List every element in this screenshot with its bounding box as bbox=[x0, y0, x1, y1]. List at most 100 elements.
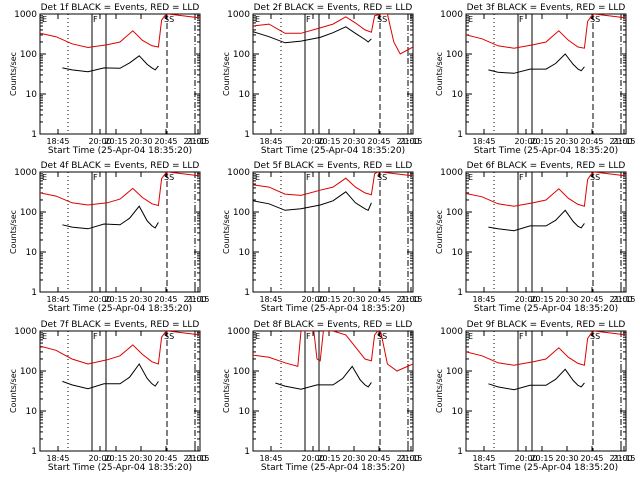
x-tick-label: 20:15 bbox=[317, 454, 340, 463]
lld-series-line bbox=[466, 172, 626, 207]
y-tick-label: 100 bbox=[233, 208, 250, 218]
marker-label-ss: SS bbox=[590, 15, 600, 24]
x-tick-label: 20:15 bbox=[317, 137, 340, 146]
marker-label-e: E bbox=[468, 173, 473, 182]
y-tick-label: 1000 bbox=[227, 327, 250, 337]
chart-panel: Det 7f BLACK = Events, RED = LLD 1 10 100 10… bbox=[9, 320, 210, 473]
x-tick-label: 18:45 bbox=[472, 295, 495, 304]
x-tick-label: 20:15 bbox=[530, 137, 553, 146]
x-axis-label: Start Time (25-Apr-04 18:35:20) bbox=[48, 304, 192, 314]
x-tick-label: 21:15 bbox=[612, 454, 635, 463]
y-tick-label: 1000 bbox=[227, 10, 250, 20]
x-tick-label: 18:45 bbox=[472, 454, 495, 463]
marker-label-f: F bbox=[306, 332, 311, 341]
y-tick-label: 1 bbox=[457, 447, 463, 457]
x-tick-label: 20:45 bbox=[580, 137, 603, 146]
chart-panel: Det 3f BLACK = Events, RED = LLD 1 10 100 10… bbox=[435, 3, 636, 156]
x-tick-label: 21:15 bbox=[399, 295, 422, 304]
y-axis-label: Counts/sec bbox=[9, 52, 18, 96]
x-tick-label: 21:15 bbox=[186, 295, 209, 304]
marker-label-f: F bbox=[93, 173, 98, 182]
y-tick-label: 1 bbox=[244, 447, 250, 457]
marker-label-ss: SS bbox=[590, 173, 600, 182]
x-tick-label: 20:15 bbox=[530, 295, 553, 304]
x-tick-label: 18:45 bbox=[472, 137, 495, 146]
plot-frame bbox=[465, 330, 627, 452]
x-tick-label: 21:00 bbox=[183, 137, 206, 146]
chart-title: Det 8f BLACK = Events, RED = LLD bbox=[254, 320, 413, 330]
x-tick-label: 20:30 bbox=[555, 454, 578, 463]
x-tick-label: 20:30 bbox=[129, 295, 152, 304]
y-tick-label: 100 bbox=[20, 208, 37, 218]
y-axis-label: Counts/sec bbox=[222, 369, 231, 413]
marker-label-e: E bbox=[42, 332, 47, 341]
marker-label-f: F bbox=[93, 332, 98, 341]
lld-series-line bbox=[253, 172, 413, 196]
y-axis-label: Counts/sec bbox=[435, 210, 444, 254]
y-tick-label: 100 bbox=[20, 367, 37, 377]
y-tick-label: 10 bbox=[26, 90, 38, 100]
marker-label-e: E bbox=[255, 332, 260, 341]
x-axis-label: Start Time (25-Apr-04 18:35:20) bbox=[48, 463, 192, 473]
x-tick-label: 20:45 bbox=[367, 295, 390, 304]
x-tick-label: 20:45 bbox=[367, 454, 390, 463]
marker-label-ss: SS bbox=[164, 15, 174, 24]
x-tick-label: 20:30 bbox=[555, 137, 578, 146]
y-tick-label: 100 bbox=[233, 50, 250, 60]
x-tick-label: 21:00 bbox=[396, 137, 419, 146]
x-tick-label: 20:15 bbox=[530, 454, 553, 463]
x-tick-label: 20:00 bbox=[301, 454, 324, 463]
x-tick-label: 21:15 bbox=[399, 454, 422, 463]
y-tick-label: 10 bbox=[452, 248, 464, 258]
x-tick-label: 18:45 bbox=[259, 454, 282, 463]
marker-label-e: E bbox=[468, 332, 473, 341]
marker-label-f: F bbox=[519, 332, 524, 341]
x-tick-label: 20:30 bbox=[555, 295, 578, 304]
x-tick-label: 18:45 bbox=[46, 137, 69, 146]
chart-panel: Det 4f BLACK = Events, RED = LLD 1 10 100 10… bbox=[9, 161, 210, 314]
y-tick-label: 1000 bbox=[440, 10, 463, 20]
x-axis-label: Start Time (25-Apr-04 18:35:20) bbox=[261, 304, 405, 314]
chart-panel: Det 9f BLACK = Events, RED = LLD 1 10 100 10… bbox=[435, 320, 636, 473]
y-tick-label: 10 bbox=[239, 90, 251, 100]
x-tick-label: 20:30 bbox=[129, 454, 152, 463]
lld-series-line bbox=[40, 14, 200, 49]
x-axis-label: Start Time (25-Apr-04 18:35:20) bbox=[261, 146, 405, 156]
x-tick-label: 20:45 bbox=[580, 454, 603, 463]
chart-title: Det 1f BLACK = Events, RED = LLD bbox=[41, 3, 200, 13]
lld-series-line bbox=[253, 331, 413, 372]
x-tick-label: 20:45 bbox=[154, 295, 177, 304]
marker-label-e: E bbox=[255, 173, 260, 182]
marker-label-e: E bbox=[42, 173, 47, 182]
y-tick-label: 10 bbox=[452, 90, 464, 100]
y-axis-label: Counts/sec bbox=[222, 210, 231, 254]
chart-title: Det 9f BLACK = Events, RED = LLD bbox=[467, 320, 626, 330]
events-series-line bbox=[62, 205, 159, 230]
x-tick-label: 20:45 bbox=[154, 137, 177, 146]
x-tick-label: 20:30 bbox=[342, 295, 365, 304]
y-tick-label: 1 bbox=[244, 288, 250, 298]
x-axis-label: Start Time (25-Apr-04 18:35:20) bbox=[48, 146, 192, 156]
x-tick-label: 20:30 bbox=[129, 137, 152, 146]
y-tick-label: 100 bbox=[446, 208, 463, 218]
marker-label-ss: SS bbox=[377, 15, 387, 24]
y-axis-label: Counts/sec bbox=[9, 369, 18, 413]
lld-series-line bbox=[40, 331, 200, 365]
x-tick-label: 21:15 bbox=[186, 137, 209, 146]
y-tick-label: 100 bbox=[446, 367, 463, 377]
x-tick-label: 18:45 bbox=[259, 295, 282, 304]
x-tick-label: 20:00 bbox=[88, 137, 111, 146]
x-tick-label: 20:00 bbox=[514, 295, 537, 304]
marker-label-ss: SS bbox=[377, 173, 387, 182]
y-tick-label: 100 bbox=[20, 50, 37, 60]
chart-panel: Det 1f BLACK = Events, RED = LLD 1 10 100 10… bbox=[9, 3, 210, 156]
x-tick-label: 20:45 bbox=[154, 454, 177, 463]
y-tick-label: 1000 bbox=[14, 10, 37, 20]
marker-label-f: F bbox=[519, 15, 524, 24]
y-axis-label: Counts/sec bbox=[435, 369, 444, 413]
y-tick-label: 1000 bbox=[14, 327, 37, 337]
marker-label-f: F bbox=[306, 15, 311, 24]
x-axis-label: Start Time (25-Apr-04 18:35:20) bbox=[474, 463, 618, 473]
marker-label-e: E bbox=[468, 15, 473, 24]
